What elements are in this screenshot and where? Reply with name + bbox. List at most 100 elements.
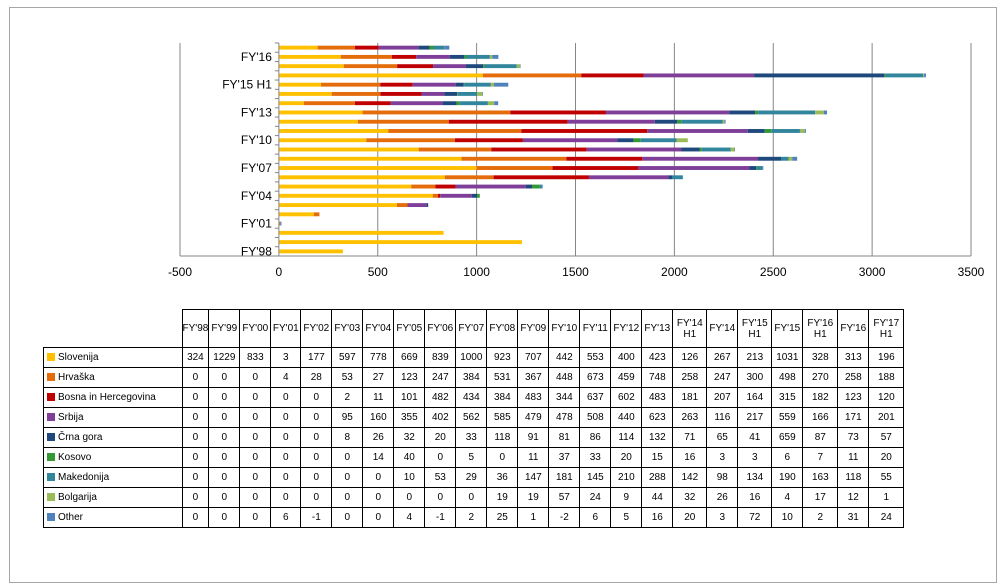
table-cell: 147 <box>517 467 550 488</box>
bar-segment <box>449 54 465 59</box>
bar-segment <box>396 203 408 208</box>
bar-segment <box>278 203 397 208</box>
table-cell: 40 <box>393 447 426 468</box>
table-cell: 7 <box>802 447 839 468</box>
bar-segment <box>541 184 543 189</box>
bar-segment <box>734 147 735 152</box>
table-cell: 0 <box>208 507 241 528</box>
bar-segment <box>313 212 320 217</box>
table-cell: 181 <box>548 467 581 488</box>
series-legend-cell: Bosna in Hercegovina <box>43 387 183 408</box>
table-cell: 778 <box>362 347 395 368</box>
table-cell: 0 <box>239 407 272 428</box>
table-cell: 315 <box>771 387 804 408</box>
table-cell: 123 <box>393 367 426 388</box>
column-header-line1: FY'15 <box>741 317 768 329</box>
column-header-line1: FY'03 <box>334 323 361 334</box>
table-cell: 0 <box>300 427 333 448</box>
bar-segment <box>493 175 589 180</box>
column-header-line1: FY'06 <box>427 323 454 334</box>
chart-frame: -500 0 500 1000 1500 2000 2500 3000 3500 FY'98 FY'… <box>9 7 997 583</box>
bar-segment <box>699 147 702 152</box>
bar-segment <box>407 203 427 208</box>
table-cell: 41 <box>737 427 773 448</box>
series-name: Kosovo <box>58 452 92 463</box>
bar-segment <box>885 73 924 78</box>
bar-segment <box>278 73 483 78</box>
table-cell: 11 <box>837 447 870 468</box>
bar-segment <box>677 119 682 124</box>
table-cell: 267 <box>706 347 739 368</box>
table-cell: 498 <box>771 367 804 388</box>
table-cell: 33 <box>579 447 612 468</box>
table-cell: 659 <box>771 427 804 448</box>
table-cell: 0 <box>181 507 210 528</box>
bar-segment <box>799 129 805 133</box>
table-cell: 81 <box>548 427 581 448</box>
table-column-header: FY'01 <box>270 309 302 348</box>
bar-segment <box>429 45 434 50</box>
table-cell: 1 <box>517 507 550 528</box>
column-header-line2: H1 <box>813 328 827 340</box>
table-header-row: FY'98 FY'99 FY'00 FY'01 FY'02 FY'03 FY'04 FY'05… <box>43 309 905 348</box>
bar-segment <box>278 156 462 161</box>
table-cell: 440 <box>610 407 643 428</box>
table-cell: 182 <box>802 387 839 408</box>
table-cell: 16 <box>737 487 773 508</box>
legend-swatch <box>47 453 55 461</box>
bar-segment <box>278 166 477 170</box>
bar-segment <box>520 64 521 69</box>
table-cell: 1229 <box>208 347 241 368</box>
bar-segment <box>455 82 464 87</box>
table-cell: 166 <box>802 407 839 428</box>
bar-segment <box>278 110 363 115</box>
column-header-line1: FY'01 <box>272 323 299 334</box>
table-column-header: FY'16 H1 <box>802 309 839 348</box>
x-tick-label: 0 <box>276 265 283 279</box>
table-cell: 65 <box>706 427 739 448</box>
table-cell: 553 <box>579 347 612 368</box>
table-cell: 55 <box>868 467 905 488</box>
bar-segment <box>440 193 472 198</box>
table-cell: 28 <box>300 367 333 388</box>
table-cell: 8 <box>331 427 364 448</box>
bar-segment <box>278 138 367 143</box>
bar-segment <box>668 175 673 180</box>
table-cell: 0 <box>270 407 302 428</box>
table-cell: 32 <box>393 427 426 448</box>
column-header-line1: FY'16 <box>807 317 834 329</box>
table-cell: 0 <box>239 367 272 388</box>
bar-segment <box>724 119 726 124</box>
bar-segment <box>477 193 480 198</box>
table-column-header: FY'02 <box>300 309 333 348</box>
bar-segment <box>764 129 772 133</box>
table-column-header: FY'13 <box>641 309 674 348</box>
bar-segment <box>378 45 419 50</box>
table-cell: 0 <box>208 447 241 468</box>
bar-segment <box>494 101 499 106</box>
series-legend-cell: Črna gora <box>43 427 183 448</box>
table-cell: 20 <box>610 447 643 468</box>
legend-swatch <box>47 493 55 501</box>
table-cell: -2 <box>548 507 581 528</box>
table-cell: 11 <box>517 447 550 468</box>
table-column-header: FY'98 <box>181 309 210 348</box>
bar-segment <box>340 54 392 59</box>
series-legend-cell: Bolgarija <box>43 487 183 508</box>
bar-segment <box>588 175 669 180</box>
table-cell: 4 <box>270 367 302 388</box>
bar-segment <box>421 91 445 96</box>
table-cell: 118 <box>837 467 870 488</box>
bar-segment <box>762 166 764 170</box>
table-cell: 270 <box>802 367 839 388</box>
table-cell: 748 <box>641 367 674 388</box>
table-cell: 400 <box>610 347 643 368</box>
bar-segment <box>448 119 568 124</box>
bar-segment <box>640 138 677 143</box>
table-cell: 313 <box>837 347 870 368</box>
bar-segment <box>380 82 413 87</box>
bar-segment <box>747 129 765 133</box>
bar-segment <box>412 82 456 87</box>
bar-segment <box>490 82 495 87</box>
bar-segment <box>654 119 678 124</box>
